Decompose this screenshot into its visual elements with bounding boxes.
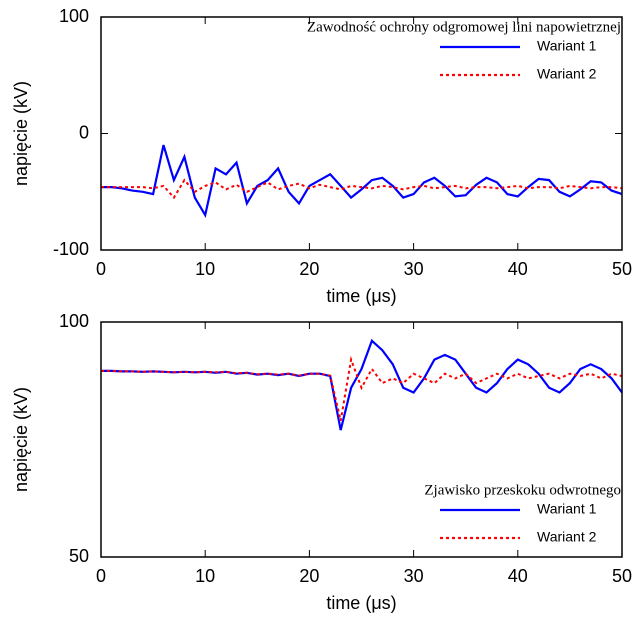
x-tick-label: 10	[195, 566, 215, 586]
x-axis-label: time (μs)	[326, 593, 396, 613]
x-axis-label: time (μs)	[326, 286, 396, 306]
x-tick-label: 0	[96, 566, 106, 586]
series-line	[101, 178, 623, 200]
series-line	[101, 355, 623, 421]
x-tick-label: 0	[96, 259, 106, 279]
y-tick-label: 50	[69, 546, 89, 566]
legend-title: Zawodność ochrony odgromowej lini napowi…	[307, 19, 621, 35]
legend-label: Wariant 1	[537, 501, 597, 517]
x-tick-label: 40	[508, 259, 528, 279]
x-tick-label: 50	[612, 259, 632, 279]
plot-frame	[100, 321, 623, 558]
y-axis-label: napięcie (kV)	[11, 81, 31, 186]
y-tick-label: 100	[59, 311, 89, 331]
x-tick-label: 50	[612, 566, 632, 586]
x-tick-label: 10	[195, 259, 215, 279]
plot-frame	[100, 16, 623, 251]
legend-label: Wariant 2	[537, 529, 597, 545]
x-tick-label: 30	[404, 566, 424, 586]
y-tick-label: 0	[79, 122, 89, 142]
y-tick-label: -100	[53, 239, 89, 259]
y-tick-label: 100	[59, 6, 89, 26]
x-tick-label: 20	[299, 566, 319, 586]
x-tick-label: 20	[299, 259, 319, 279]
series-line	[101, 144, 623, 219]
x-tick-label: 40	[508, 566, 528, 586]
x-tick-label: 30	[404, 259, 424, 279]
y-axis-label: napięcie (kV)	[11, 387, 31, 492]
legend-label: Wariant 1	[537, 38, 597, 54]
legend-label: Wariant 2	[537, 66, 597, 82]
legend-title: Zjawisko przeskoku odwrotnego	[424, 482, 621, 498]
